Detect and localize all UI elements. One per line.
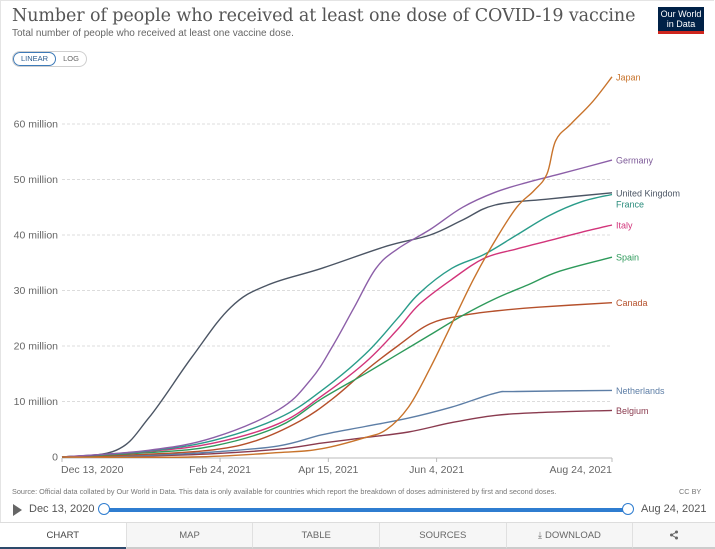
tab-sources-label: SOURCES [419, 530, 467, 541]
series-line-italy [61, 224, 613, 458]
tab-sources[interactable]: SOURCES [378, 523, 506, 549]
logo-line-1: Our World [660, 9, 702, 19]
series-label-united-kingdom: United Kingdom [616, 188, 680, 198]
chart-subtitle: Total number of people who received at l… [12, 28, 294, 39]
timeline-track[interactable] [104, 508, 628, 512]
series-label-belgium: Belgium [616, 406, 649, 416]
series-line-belgium [61, 409, 613, 458]
series-lines [61, 76, 613, 459]
y-tick-label: 20 million [14, 341, 59, 353]
tab-download[interactable]: ⤓ DOWNLOAD [505, 523, 633, 549]
tab-download-label: DOWNLOAD [544, 530, 601, 541]
tab-share[interactable] [632, 523, 715, 549]
series-line-united-kingdom [61, 192, 613, 458]
series-line-canada [61, 302, 613, 458]
timeline-start-handle[interactable] [98, 503, 110, 515]
scale-toggle: LINEAR LOG [12, 51, 87, 67]
series-line-netherlands [61, 389, 613, 458]
timeline: Dec 13, 2020 Aug 24, 2021 [0, 500, 715, 520]
y-tick-label: 10 million [14, 396, 59, 408]
y-tick-label: 0 [52, 452, 58, 464]
series-label-canada: Canada [616, 298, 648, 308]
y-tick-label: 50 million [14, 174, 59, 186]
download-icon: ⤓ [537, 530, 542, 540]
timeline-end-handle[interactable] [622, 503, 634, 515]
y-tick-label: 60 million [14, 119, 59, 131]
tab-chart-label: CHART [46, 530, 80, 541]
series-label-france: France [616, 199, 644, 209]
logo-line-2: in Data [666, 19, 696, 29]
source-note: Source: Official data collated by Our Wo… [12, 487, 557, 496]
tab-table[interactable]: TABLE [252, 523, 379, 549]
x-tick-label: Jun 4, 2021 [409, 464, 464, 476]
series-label-netherlands: Netherlands [616, 386, 665, 396]
timeline-start-label: Dec 13, 2020 [29, 503, 95, 515]
scale-log-button[interactable]: LOG [63, 54, 79, 63]
grid-lines [62, 123, 612, 402]
line-chart: 0 10 million 20 million 30 million 40 millio… [14, 72, 680, 476]
tab-chart[interactable]: CHART [0, 523, 126, 549]
x-axis: Dec 13, 2020 Feb 24, 2021 Apr 15, 2021 Jun … [61, 457, 613, 476]
series-line-japan [61, 76, 613, 459]
x-tick-label: Feb 24, 2021 [189, 464, 251, 476]
play-icon[interactable] [13, 504, 22, 516]
series-label-japan: Japan [616, 72, 641, 82]
chart-title: Number of people who received at least o… [12, 6, 636, 26]
x-tick-label: Dec 13, 2020 [61, 464, 124, 476]
tab-map-label: MAP [179, 530, 200, 541]
x-tick-label: Aug 24, 2021 [550, 464, 613, 476]
tab-map[interactable]: MAP [125, 523, 253, 549]
y-tick-label: 40 million [14, 230, 59, 242]
share-icon [670, 530, 679, 540]
y-axis: 0 10 million 20 million 30 million 40 millio… [14, 119, 59, 464]
timeline-end-label: Aug 24, 2021 [641, 503, 707, 515]
owid-logo[interactable]: Our World in Data [658, 7, 704, 34]
series-label-italy: Italy [616, 221, 633, 231]
scale-linear-button[interactable]: LINEAR [13, 52, 57, 66]
y-tick-label: 30 million [14, 285, 59, 297]
tab-table-label: TABLE [301, 530, 331, 541]
series-label-germany: Germany [616, 156, 654, 166]
series-line-france [61, 193, 613, 458]
bottom-tabs: CHART MAP TABLE SOURCES ⤓ DOWNLOAD [0, 522, 715, 549]
series-line-germany [61, 159, 613, 458]
x-tick-label: Apr 15, 2021 [298, 464, 358, 476]
series-line-spain [61, 256, 613, 458]
series-label-spain: Spain [616, 253, 639, 263]
license-link[interactable]: CC BY [679, 487, 702, 496]
